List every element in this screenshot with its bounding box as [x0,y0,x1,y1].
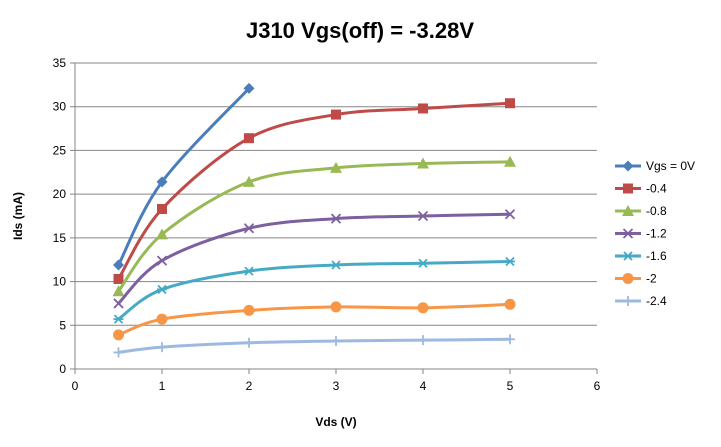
series-line [117,212,511,305]
data-point [113,259,124,271]
series-2 [112,155,516,297]
series-line [117,302,511,337]
data-point [504,298,516,310]
plot-area [112,82,516,358]
legend-item: Vgs = 0V [615,159,695,173]
x-axis-label: Vds (V) [315,415,356,429]
series-5 [113,298,516,341]
x-tick-label: 0 [72,379,79,393]
data-point [418,258,428,268]
series-line [117,101,511,280]
legend-marker [622,273,634,284]
series-3 [113,209,516,309]
data-point [112,285,125,297]
data-point [330,213,342,224]
data-point [417,157,429,169]
data-point [330,301,342,313]
x-tick-label: 3 [333,379,340,393]
legend-item: -0.8 [615,204,667,218]
data-point [331,336,341,347]
data-point [156,176,168,188]
y-tick-label: 25 [53,143,67,157]
data-point [331,260,341,270]
data-point [417,302,429,314]
series-6 [113,334,515,358]
legend-label: -0.8 [646,204,667,218]
data-point [243,304,255,316]
data-point [156,313,168,325]
data-point [113,347,124,358]
series-line [118,337,511,354]
series-line [117,87,251,266]
y-tick-label: 20 [53,187,67,201]
data-point [243,175,255,187]
x-tick-label: 1 [159,379,166,393]
legend-label: Vgs = 0V [646,159,695,173]
legend-item: -1.2 [615,227,667,241]
data-point [157,342,167,353]
y-tick-label: 5 [59,318,66,332]
data-point [113,298,124,309]
legend-item: -2.4 [615,294,667,308]
data-point [505,98,515,109]
series-1 [113,98,515,284]
x-tick-label: 6 [594,379,601,393]
data-point [244,337,254,348]
legend-item: -1.6 [615,249,667,263]
data-point [417,210,429,222]
data-point [157,204,167,215]
data-point [244,133,254,144]
data-point [243,82,255,94]
series-4 [113,256,515,324]
legend-label: -1.6 [646,249,667,263]
data-point [504,155,516,167]
legend-label: -2 [646,272,657,286]
legend-marker [623,183,633,194]
data-point [113,314,124,324]
y-axis-label: Ids (mA) [11,192,25,240]
legend-item: -0.4 [615,182,667,196]
data-point [330,161,342,173]
data-point [113,273,124,284]
y-tick-label: 10 [53,275,67,289]
data-point [113,329,124,341]
x-tick-label: 2 [246,379,253,393]
x-tick-label: 5 [507,379,514,393]
legend: Vgs = 0V -0.4 -0.8 -1.2 -1.6 -2 -2.4 [615,159,695,308]
data-point [505,334,515,345]
x-tick-label: 4 [420,379,427,393]
legend-label: -0.4 [646,182,667,196]
y-tick-label: 15 [53,231,67,245]
legend-marker [623,251,633,261]
data-point [418,103,428,114]
data-point [244,266,254,276]
legend-marker [622,160,634,172]
chart-title: J310 Vgs(off) = -3.28V [246,18,474,43]
series-line [117,259,511,321]
data-point [331,109,341,120]
series-line [117,160,511,293]
data-point [156,228,168,240]
y-tick-label: 30 [53,100,67,114]
legend-label: -1.2 [646,227,667,241]
data-point [156,255,168,266]
legend-marker [623,296,633,306]
series-0 [113,82,255,271]
y-tick-label: 0 [59,362,66,376]
data-point [418,335,428,346]
legend-marker [622,205,634,216]
axes: 0 5 10 15 20 25 30 35 0 1 2 3 4 5 6 [53,56,601,393]
legend-label: -2.4 [646,294,667,308]
legend-item: -2 [615,272,657,286]
data-point [243,223,255,234]
y-tick-label: 35 [53,56,67,70]
legend-marker [622,228,634,239]
data-point [505,256,515,267]
data-point [504,209,516,220]
data-point [157,284,167,295]
